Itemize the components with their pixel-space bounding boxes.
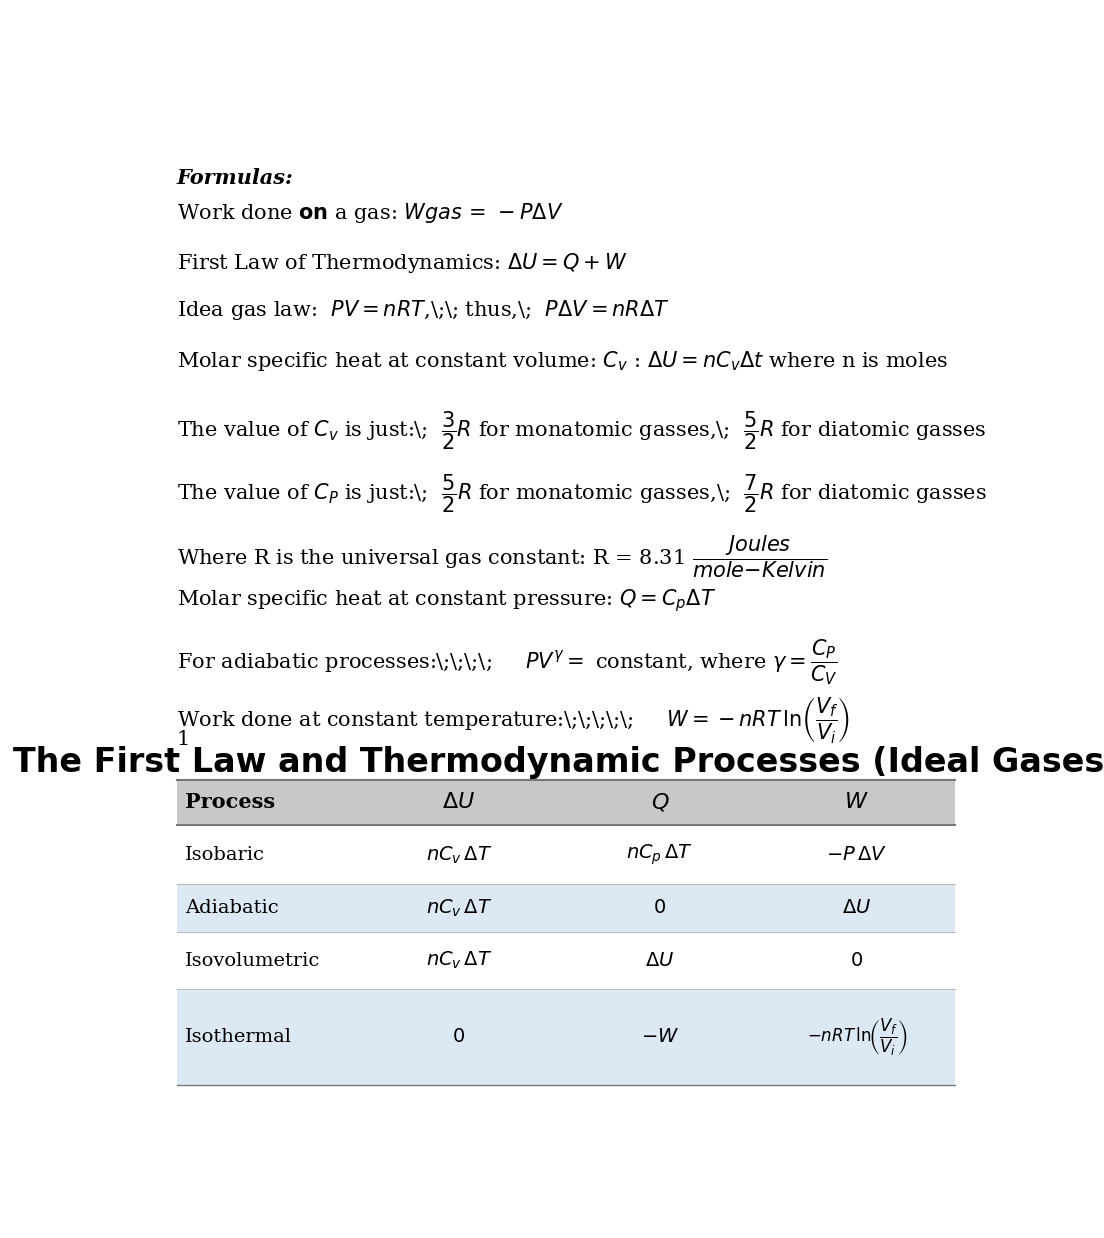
Text: Molar specific heat at constant volume: $C_v$ : $\mathit{\Delta U} = n C_v\mathi: Molar specific heat at constant volume: … — [177, 349, 947, 373]
Text: $\Delta U$: $\Delta U$ — [443, 791, 476, 813]
Text: 1: 1 — [177, 730, 190, 749]
Text: $\Delta U$: $\Delta U$ — [646, 952, 675, 969]
Bar — [177, 932, 955, 989]
Text: Idea gas law:  $PV = nRT$,\;\; thus,\;  $P\Delta V = nR\Delta T$: Idea gas law: $PV = nRT$,\;\; thus,\; $P… — [177, 298, 669, 322]
Text: For adiabatic processes:\;\;\;\;     $PV^\gamma =$ constant, where $\gamma = \df: For adiabatic processes:\;\;\;\; $PV^\ga… — [177, 638, 837, 687]
Text: $nC_p\,\Delta T$: $nC_p\,\Delta T$ — [626, 843, 693, 867]
Text: The First Law and Thermodynamic Processes (Ideal Gases): The First Law and Thermodynamic Processe… — [12, 747, 1104, 779]
Text: $0$: $0$ — [453, 1028, 465, 1046]
Text: Molar specific heat at constant pressure: $\mathit{Q} = C_p \mathit{\Delta T}$: Molar specific heat at constant pressure… — [177, 587, 715, 614]
Bar — [177, 989, 955, 1084]
Text: $0$: $0$ — [654, 899, 667, 917]
Text: Isothermal: Isothermal — [185, 1028, 293, 1046]
Text: Process: Process — [185, 792, 275, 812]
Text: $Q$: $Q$ — [650, 791, 669, 813]
Text: The value of $C_v$ is just:\;  $\dfrac{3}{2}R$ for monatomic gasses,\;  $\dfrac{: The value of $C_v$ is just:\; $\dfrac{3}… — [177, 410, 986, 452]
Text: $nC_v\,\Delta T$: $nC_v\,\Delta T$ — [426, 950, 492, 972]
Text: Isovolumetric: Isovolumetric — [185, 952, 320, 969]
Text: $\Delta U$: $\Delta U$ — [842, 899, 871, 917]
Bar — [177, 780, 955, 826]
Text: $0$: $0$ — [850, 952, 863, 969]
Text: Adiabatic: Adiabatic — [185, 899, 279, 917]
Text: First Law of Thermodynamics: $\Delta U = Q + W$: First Law of Thermodynamics: $\Delta U =… — [177, 250, 627, 275]
Text: Work done $\mathbf{on}$ a gas: $\mathit{Wgas}\, =\, -P\Delta V$: Work done $\mathbf{on}$ a gas: $\mathit{… — [177, 201, 563, 225]
Text: Where R is the universal gas constant: R = 8.31 $\dfrac{\mathit{Joules}}{\mathit: Where R is the universal gas constant: R… — [177, 534, 827, 581]
Text: $-nRT\,\mathrm{ln}\!\left(\dfrac{V_f}{V_i}\right)$: $-nRT\,\mathrm{ln}\!\left(\dfrac{V_f}{V_… — [807, 1016, 906, 1057]
Bar — [177, 884, 955, 932]
Text: $W$: $W$ — [845, 791, 869, 813]
Text: $nC_v\,\Delta T$: $nC_v\,\Delta T$ — [426, 898, 492, 919]
Text: $-W$: $-W$ — [640, 1028, 679, 1046]
Text: $-P\,\Delta V$: $-P\,\Delta V$ — [826, 846, 888, 864]
Text: Isobaric: Isobaric — [185, 846, 265, 864]
Bar — [177, 826, 955, 884]
Text: The value of $C_P$ is just:\;  $\dfrac{5}{2}R$ for monatomic gasses,\;  $\dfrac{: The value of $C_P$ is just:\; $\dfrac{5}… — [177, 473, 986, 515]
Text: $nC_v\,\Delta T$: $nC_v\,\Delta T$ — [426, 844, 492, 865]
Text: Formulas:: Formulas: — [177, 167, 294, 188]
Text: Work done at constant temperature:\;\;\;\;\;     $W = -nRT\,\ln\!\left(\dfrac{V_: Work done at constant temperature:\;\;\;… — [177, 695, 849, 745]
